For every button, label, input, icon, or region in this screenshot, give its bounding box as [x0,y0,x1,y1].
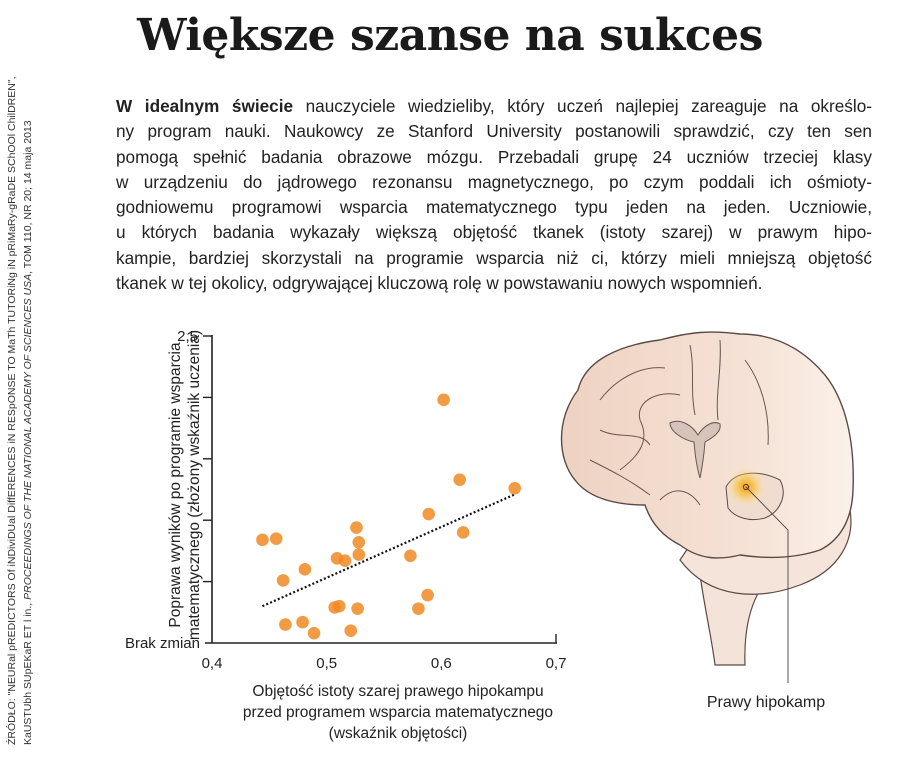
x-axis-label-line: Objętość istoty szarej prawego hipokampu [252,683,543,700]
intro-line: u których badania wykazały większą objęt… [116,222,872,243]
data-point [351,602,364,615]
data-point [338,554,352,568]
intro-line: W idealnym świecie nauczyciele wiedzieli… [116,94,872,119]
hippocampus-marker [742,483,750,491]
trend-line [262,493,516,608]
x-axis-label-line: przed programem wsparcia matematycznego [243,704,553,721]
data-point [279,618,292,631]
x-tick-label: 0,4 [202,655,223,672]
brain-folds [589,339,769,506]
data-point [307,626,321,640]
data-point [350,521,363,534]
brain-stem [699,574,761,666]
hippocampus-leader-line [745,486,789,683]
ventricles [669,420,721,479]
intro-paragraph: W idealnym świecie nauczyciele wiedzieli… [116,94,872,296]
intro-line: pomogą spełnić badania obrazowe mózgu. P… [116,146,872,167]
data-point [456,526,470,539]
data-point [296,615,309,629]
data-point [298,563,312,576]
data-point [352,536,366,549]
y-tick-label-top: 2,5 [177,328,198,345]
x-tick-label: 0,6 [431,655,452,672]
intro-line: ny program nauki. Naukowcy ze Stanford U… [116,121,872,142]
data-point [422,507,436,521]
data-point [404,549,417,563]
data-point [344,624,358,638]
intro-line-text: nauczyciele wiedzieliby, który uczeń naj… [293,96,873,116]
intro-line: kampie, bardziej skorzystali na programi… [116,247,872,268]
intro-line: tkanek w tej okolicy, odgrywającej klucz… [116,273,763,294]
x-tick-label: 0,5 [316,655,337,672]
x-tick-label: 0,7 [546,655,567,672]
data-point [332,599,346,613]
intro-line: godniowemu programowi wsparcia matematyc… [116,197,872,218]
intro-lead: W idealnym świecie [116,96,294,116]
brain-outline [560,331,854,559]
y-axis-label-line: Poprawa wyników po programie wsparcia [167,342,184,628]
y-axis-label: Poprawa wyników po programie wsparcia ma… [167,330,203,640]
data-point [508,481,522,495]
hippocampus-label: Prawy hipokamp [707,694,825,711]
data-point [421,588,434,602]
x-axis-label-line: (wskaźnik objętości) [329,725,468,742]
y-tick-label-zero: Brak zmian [125,635,200,652]
data-point [437,393,450,407]
y-axis-label-line: matematycznego (złożony wskaźnik uczenia… [186,330,203,640]
page-title: Większe szanse na sukces [137,10,763,61]
data-point [276,574,290,587]
scatter-chart: 0,4 0,5 0,6 0,7 2,5 Brak zmian Poprawa wyni… [125,328,566,742]
intro-line: w urządzeniu do jądrowego rezonansu magn… [116,171,872,192]
data-point [352,548,366,561]
brain-illustration: Prawy hipokamp [560,331,854,711]
data-point [453,473,466,486]
data-point [412,602,425,615]
data-point [269,532,283,545]
data-point [256,533,269,547]
